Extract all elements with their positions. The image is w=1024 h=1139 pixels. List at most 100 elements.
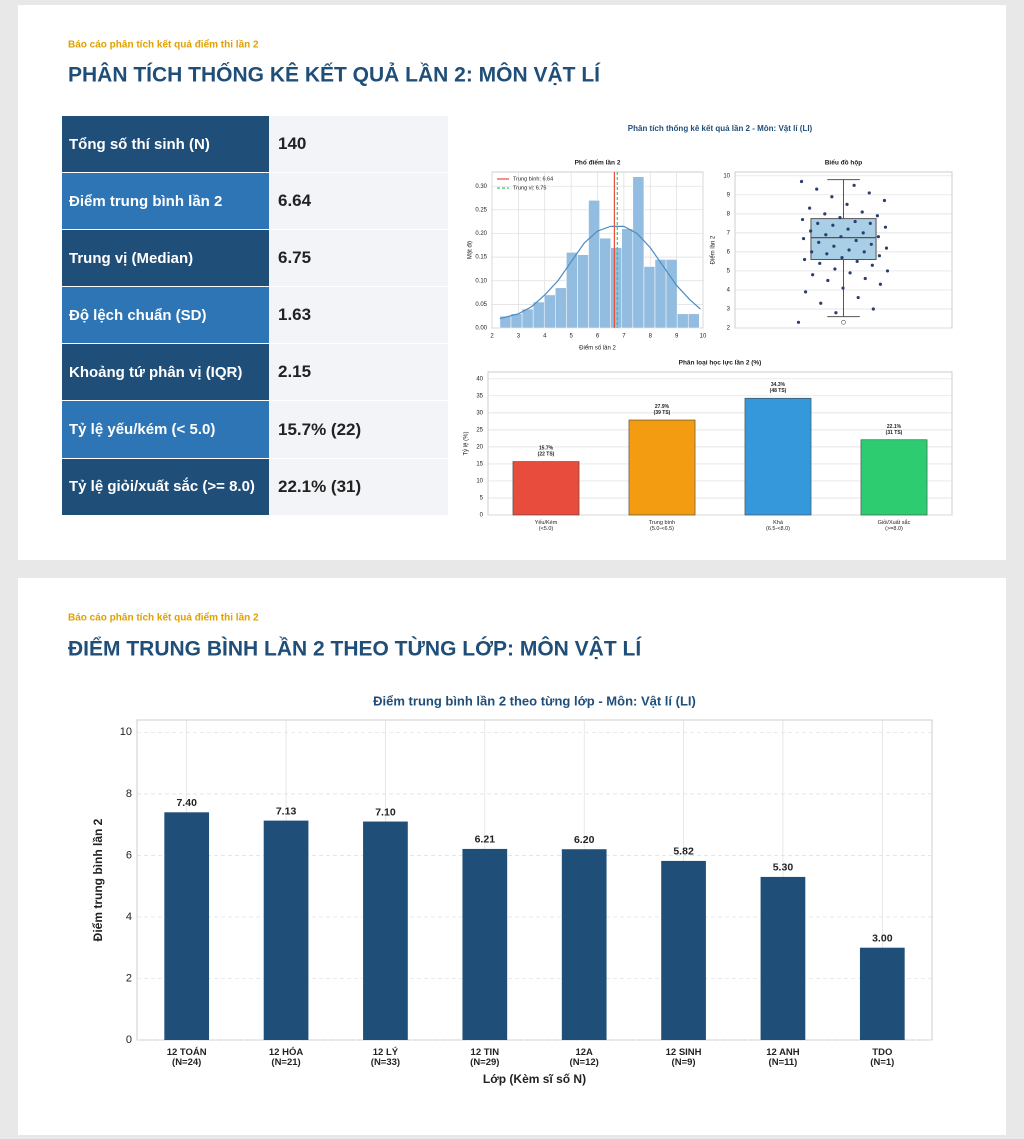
table-value: 2.15 (269, 344, 448, 401)
x-tick-label: 6 (596, 334, 600, 340)
x-tick-label: 4 (543, 334, 547, 340)
kde-line (499, 225, 701, 320)
table-row: Tỷ lệ giỏi/xuất sắc (>= 8.0) 22.1% (31) (62, 458, 448, 516)
point (878, 282, 883, 286)
point (848, 271, 852, 275)
table-row: Độ lệch chuẩn (SD) 1.63 (62, 287, 448, 345)
point (839, 235, 843, 239)
x-axis-label: Lớp (Kèm sĩ số N) (483, 1072, 586, 1086)
y-axis-label: Điểm trung bình lần 2 (91, 818, 105, 941)
point (885, 269, 890, 273)
point (869, 242, 873, 246)
y-tick-label: 2 (126, 972, 132, 984)
y-tick-label: 3 (727, 307, 731, 313)
value-label: 6.21 (475, 834, 496, 846)
table-row: Tỷ lệ yếu/kém (< 5.0) 15.7% (22) (62, 401, 448, 459)
x-tick-label: Giỏi/Xuất sắc (>=8.0) (878, 519, 911, 532)
point (875, 214, 879, 218)
y-tick-label: 30 (476, 410, 483, 416)
histogram-bar (665, 259, 678, 329)
y-tick-label: 0 (126, 1034, 132, 1046)
slide-title: PHÂN TÍCH THỐNG KÊ KẾT QUẢ LẦN 2: MÔN VẬ… (68, 63, 601, 87)
table-label: Điểm trung bình lần 2 (62, 173, 269, 230)
table-value: 1.63 (269, 287, 448, 344)
y-tick-label: 4 (126, 911, 132, 923)
y-tick-label: 10 (476, 479, 483, 485)
point (856, 295, 860, 300)
y-tick-label: 25 (476, 427, 483, 433)
bar (363, 821, 408, 1040)
y-axis-label: Tỷ lệ (%) (463, 431, 470, 455)
value-label: 22.1% (31 TS) (886, 424, 903, 436)
x-tick-label: 12A (N=12) (570, 1047, 599, 1068)
y-tick-label: 0.05 (475, 302, 487, 308)
y-tick-label: 40 (476, 376, 483, 382)
x-tick-label: 12 LÝ (N=33) (371, 1046, 400, 1068)
point (823, 212, 827, 216)
y-tick-label: 35 (476, 393, 483, 399)
point (796, 320, 801, 324)
y-tick-label: 0.15 (475, 255, 487, 261)
table-value: 6.75 (269, 230, 448, 287)
table-row: Điểm trung bình lần 2 6.64 (62, 173, 448, 231)
point (840, 256, 844, 260)
x-tick-label: 9 (675, 334, 679, 340)
point (802, 257, 807, 262)
table-value: 6.64 (269, 173, 448, 230)
point (815, 187, 819, 191)
table-label: Trung vị (Median) (62, 230, 269, 287)
bar (859, 947, 905, 1040)
bar (263, 820, 309, 1040)
bar (561, 849, 607, 1040)
y-tick-label: 0.20 (475, 231, 487, 237)
histogram-bar (621, 228, 634, 329)
bar (462, 848, 508, 1040)
table-label: Tổng số thí sinh (N) (62, 116, 269, 173)
point (800, 217, 805, 222)
point (870, 263, 874, 267)
y-tick-label: 10 (723, 173, 730, 179)
y-tick-label: 0.10 (475, 278, 487, 284)
table-row: Khoảng tứ phân vị (IQR) 2.15 (62, 344, 448, 402)
outlier (841, 319, 846, 325)
table-row: Trung vị (Median) 6.75 (62, 230, 448, 288)
value-label: 15.7% (22 TS) (538, 446, 555, 458)
y-tick-label: 6 (126, 849, 132, 861)
bar (164, 812, 210, 1040)
y-tick-label: 15 (476, 462, 483, 468)
point (883, 225, 888, 229)
point (832, 244, 836, 248)
point (876, 235, 880, 239)
x-axis-label: Điểm số lần 2 (579, 345, 616, 352)
y-axis-label: Điểm lần 2 (710, 235, 717, 264)
histogram-bar (566, 252, 578, 329)
table-label: Tỷ lệ giỏi/xuất sắc (>= 8.0) (62, 458, 269, 515)
x-tick-label: 12 HÓA (N=21) (269, 1046, 303, 1068)
value-label: 5.30 (773, 862, 794, 874)
y-tick-label: 8 (727, 211, 731, 217)
x-tick-label: 5 (569, 334, 573, 340)
slide-title: ĐIỂM TRUNG BÌNH LẦN 2 THEO TỪNG LỚP: MÔN… (68, 637, 642, 661)
x-tick-label: 3 (517, 334, 521, 340)
x-tick-label: 12 SINH (N=9) (666, 1047, 702, 1068)
point (801, 236, 806, 241)
box (810, 218, 877, 261)
point (816, 221, 820, 225)
point (826, 278, 830, 283)
point (847, 248, 851, 252)
plot-area (136, 719, 933, 1041)
point (871, 307, 875, 311)
histogram-bar (521, 308, 534, 329)
chart-title: Biểu đồ hộp (825, 158, 863, 167)
histogram-bar (610, 247, 623, 329)
x-tick-label: 7 (622, 334, 626, 340)
value-label: 7.13 (276, 805, 297, 817)
histogram-bar (555, 287, 567, 329)
y-tick-label: 10 (120, 726, 132, 738)
y-tick-label: 20 (476, 444, 483, 450)
table-label: Khoảng tứ phân vị (IQR) (62, 344, 269, 401)
point (834, 311, 838, 315)
histogram-bar (543, 294, 556, 329)
